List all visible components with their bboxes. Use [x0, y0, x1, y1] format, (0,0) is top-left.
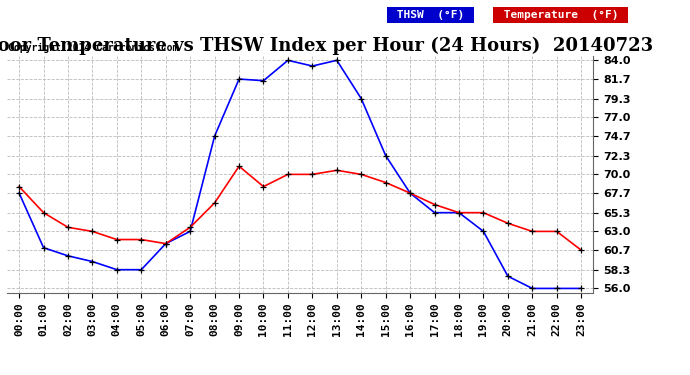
Title: Outdoor Temperature vs THSW Index per Hour (24 Hours)  20140723: Outdoor Temperature vs THSW Index per Ho… [0, 36, 653, 55]
Text: THSW  (°F): THSW (°F) [390, 10, 471, 20]
Text: Copyright 2014 Cartronics.com: Copyright 2014 Cartronics.com [8, 43, 179, 53]
Text: Temperature  (°F): Temperature (°F) [497, 10, 625, 20]
